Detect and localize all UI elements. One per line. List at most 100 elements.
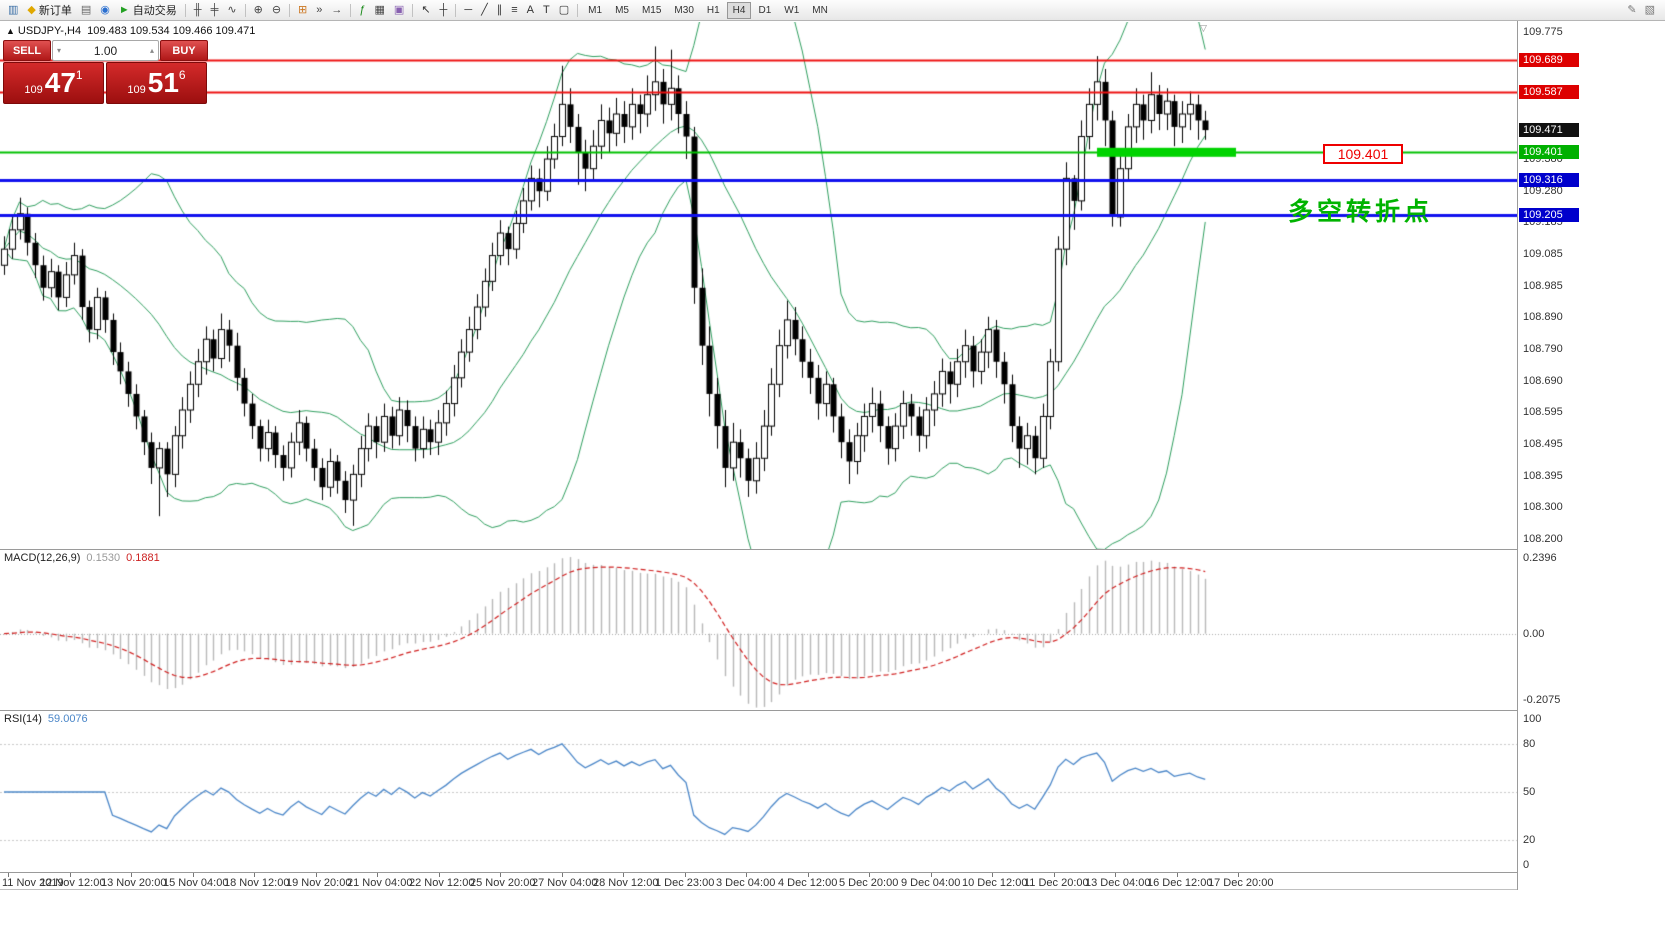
chart-shift-marker[interactable]: ▽ [1200, 23, 1207, 33]
channel-tool-icon[interactable]: ∥ [493, 2, 507, 19]
rsi-canvas[interactable] [0, 712, 1517, 872]
timeframe-d1-button[interactable]: D1 [758, 5, 772, 16]
zoom-in-icon[interactable]: ⊕ [250, 2, 267, 19]
bar-chart-mode-icon: ╫ [193, 3, 202, 16]
time-label: 5 Dec 20:00 [839, 877, 899, 889]
sell-button[interactable]: SELL [3, 40, 51, 61]
time-axis[interactable]: 11 Nov 2019 12 Nov 12:00 13 Nov 20:00 15 No… [0, 873, 1517, 890]
macd-axis-min: -0.2075 [1523, 694, 1561, 706]
time-label: 11 Nov 2019 [2, 877, 64, 889]
line-chart-mode-icon[interactable]: ∿ [223, 2, 240, 19]
sell-big-figure: 109 [24, 84, 43, 96]
price-tag: 109.689 [1519, 53, 1579, 67]
edit-icon[interactable]: ✎ [1627, 3, 1637, 16]
rsi-axis-label: 100 [1523, 713, 1542, 725]
timeframe-bar: M1 M5 M15 M30 H1 H4 D1 W1 MN [582, 1, 834, 19]
news-icon[interactable]: ◉ [96, 2, 114, 19]
time-label: 28 Nov 12:00 [593, 877, 659, 889]
time-label: 27 Nov 04:00 [532, 877, 598, 889]
periods-icon: ▦ [374, 3, 385, 16]
panel-separator[interactable] [0, 710, 1580, 711]
time-label: 25 Nov 20:00 [470, 877, 536, 889]
trendline-tool-icon: ╱ [481, 3, 488, 16]
price-tick-label: 108.300 [1523, 501, 1563, 513]
timeframe-m30-button[interactable]: M30 [674, 5, 694, 16]
price-tick-label: 108.890 [1523, 311, 1563, 323]
time-tick [562, 873, 563, 877]
trade-buttons-row: SELL ▾ 1.00 ▴ BUY [3, 40, 208, 61]
chart-title: ▲ USDJPY-,H4 109.483 109.534 109.466 109.4… [6, 25, 255, 37]
candle-chart-mode-icon: ╪ [210, 3, 219, 16]
candle-chart-mode-icon[interactable]: ╪ [207, 2, 223, 19]
indicators-icon: ƒ [359, 3, 366, 16]
templates-icon[interactable]: ▣ [390, 2, 408, 19]
indicators-icon[interactable]: ƒ [355, 2, 369, 19]
volume-field[interactable]: ▾ 1.00 ▴ [52, 40, 159, 61]
timeframe-h1-button[interactable]: H1 [706, 5, 720, 16]
chart-shift-icon[interactable]: → [327, 2, 346, 19]
time-tick [1054, 873, 1055, 877]
price-tick-label: 108.985 [1523, 280, 1563, 292]
chart-shift-icon: → [331, 3, 343, 16]
price-tick-label: 109.280 [1523, 185, 1563, 197]
time-tick [1115, 873, 1116, 877]
volume-down-icon[interactable]: ▾ [57, 46, 62, 55]
new-order-button[interactable]: ◆ 新订单 [23, 2, 75, 19]
trendline-tool-icon[interactable]: ╱ [477, 2, 492, 19]
time-tick [1238, 873, 1239, 877]
time-tick [931, 873, 932, 877]
timeframe-m15-button[interactable]: M15 [641, 5, 662, 16]
annotation-text[interactable]: 多空转折点 [1288, 198, 1434, 226]
arrange-icon[interactable]: ▧ [1644, 3, 1655, 16]
print-icon[interactable]: ▤ [77, 2, 95, 19]
auto-scroll-icon[interactable]: » [312, 2, 326, 19]
buy-price[interactable]: 109 51 6 [106, 62, 207, 104]
price-level-label[interactable]: 109.401 [1323, 144, 1403, 164]
timeframe-w1-button[interactable]: W1 [784, 5, 800, 16]
chart-symbol: USDJPY-,H4 [17, 25, 82, 37]
label-tool-icon[interactable]: T [539, 2, 554, 19]
line-chart-mode-icon: ∿ [227, 3, 237, 16]
sell-price[interactable]: 109 47 1 [3, 62, 104, 104]
price-tick-label: 109.775 [1523, 26, 1563, 38]
hline-tool-icon[interactable]: ─ [460, 2, 476, 19]
fibonacci-tool-icon[interactable]: ≡ [507, 2, 521, 19]
zoom-out-icon[interactable]: ⊖ [268, 2, 285, 19]
crosshair-icon[interactable]: ┼ [436, 2, 452, 19]
bar-chart-mode-icon[interactable]: ╫ [190, 2, 206, 19]
timeframe-mn-button[interactable]: MN [812, 5, 828, 16]
cursor-icon[interactable]: ↖ [417, 2, 434, 19]
periods-icon[interactable]: ▦ [371, 2, 389, 19]
auto-trading-button[interactable]: ► 自动交易 [115, 2, 181, 19]
terminal-icon[interactable]: ▥ [4, 2, 22, 19]
buy-button[interactable]: BUY [160, 40, 208, 61]
toolbar: ▥ ◆ 新订单 ▤ ◉ ► 自动交易 ╫ ╪ ∿ ⊕ ⊖ ⊞ » → ƒ ▦ ▣ ↖ ┼ ─ ╱ ∥ ≡ A T ▢ M1 M5 M15… [0, 0, 1665, 21]
auto-trading-button-icon: ► [118, 3, 130, 16]
macd-main-value: 0.1530 [86, 552, 121, 564]
time-tick [439, 873, 440, 877]
time-label: 13 Nov 20:00 [101, 877, 167, 889]
rsi-axis-label: 20 [1523, 834, 1536, 846]
volume-up-icon[interactable]: ▴ [149, 46, 154, 55]
time-label: 19 Nov 20:00 [286, 877, 352, 889]
panel-separator [0, 872, 1580, 873]
time-tick [869, 873, 870, 877]
buy-pips: 51 [147, 67, 179, 98]
price-tag: 109.587 [1519, 85, 1579, 99]
price-tag: 109.401 [1519, 145, 1579, 159]
price-axis[interactable]: 109.775 109.380 109.280 109.185 109.085 108.9… [1517, 21, 1580, 890]
timeframe-h4-button[interactable]: H4 [726, 1, 752, 19]
panel-separator[interactable] [0, 549, 1580, 550]
main-chart-canvas[interactable] [0, 22, 1517, 549]
timeframe-m5-button[interactable]: M5 [615, 5, 629, 16]
shapes-tool-icon[interactable]: ▢ [555, 2, 573, 19]
tile-windows-icon[interactable]: ⊞ [294, 2, 311, 19]
one-click-trading-panel: SELL ▾ 1.00 ▴ BUY 109 47 1 109 51 6 [3, 40, 208, 104]
toolbar-separator [350, 3, 352, 17]
macd-canvas[interactable] [0, 551, 1517, 708]
rsi-axis-label: 80 [1523, 738, 1536, 750]
text-tool-icon[interactable]: A [523, 2, 538, 19]
timeframe-m1-button[interactable]: M1 [588, 5, 603, 16]
time-tick [377, 873, 378, 877]
terminal-icon: ▥ [8, 3, 19, 16]
